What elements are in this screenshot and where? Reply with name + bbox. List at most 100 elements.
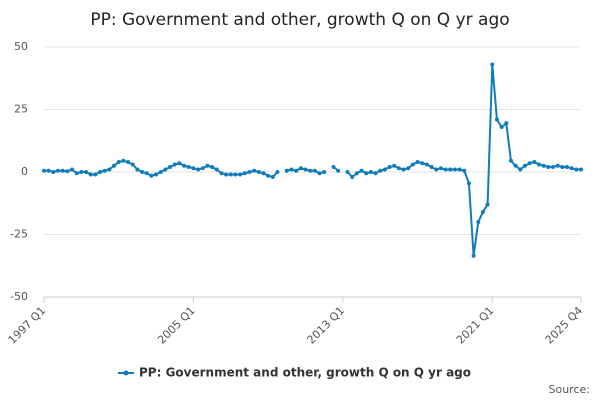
point [378,168,383,173]
point [457,167,462,172]
point [149,173,154,178]
point [126,160,131,164]
point [60,168,65,173]
point [354,171,359,176]
point [364,171,369,176]
point [107,167,112,172]
point [438,166,443,171]
x-tick-label: 2021 Q1 [454,304,497,347]
point [191,166,196,171]
point [270,175,275,179]
point [490,62,495,67]
point [541,163,546,168]
point [518,167,523,172]
point [144,171,149,176]
point [350,175,355,179]
point [214,167,219,172]
point [569,166,574,171]
point [564,165,569,169]
point [219,171,224,176]
point [513,163,518,168]
point [224,172,229,177]
point [396,166,401,171]
point [266,173,271,178]
point [186,165,191,169]
point [294,168,299,173]
point [242,171,247,176]
point [228,172,233,177]
point [527,161,532,166]
point [312,168,317,173]
point [46,168,51,173]
x-tick-label: 2005 Q1 [155,304,198,347]
point [406,166,411,171]
point [331,165,336,169]
chart-title: PP: Government and other, growth Q on Q … [90,10,509,30]
point [130,162,135,167]
source: Source: [549,383,591,396]
point [247,170,252,174]
point [434,167,439,172]
point [93,172,98,177]
point [51,170,56,174]
point [79,170,84,174]
point [522,163,527,168]
point [116,160,121,164]
point [298,166,303,171]
point [121,158,126,163]
point [424,162,429,167]
legend-marker [123,370,129,376]
point [112,163,117,168]
point [172,162,177,167]
point [252,168,257,173]
point [550,165,555,169]
point [275,170,280,174]
point [392,163,397,168]
point [135,167,140,172]
x-tick-label: 1997 Q1 [6,304,49,347]
point [88,172,93,177]
point [476,220,481,224]
point [284,168,289,173]
point [574,167,579,172]
point [546,165,551,169]
point [373,171,378,176]
y-tick-label: 25 [14,103,28,116]
point [387,165,392,169]
point [560,165,565,169]
point [74,171,79,176]
point [415,160,420,164]
point [443,167,448,172]
point [485,202,490,207]
point [555,163,560,168]
point [163,167,168,172]
point [532,160,537,164]
point [196,167,201,172]
y-tick-label: 50 [14,40,28,53]
point [303,167,308,172]
point [256,170,261,174]
point [504,121,509,126]
point [42,168,46,173]
point [494,117,499,122]
point [466,181,471,186]
point [102,168,107,173]
point [158,170,163,174]
point [499,125,504,129]
point [317,171,322,176]
point [154,172,159,177]
point [289,167,294,172]
point [98,170,103,174]
point [368,170,373,174]
point [448,167,453,172]
point [345,170,350,174]
point [65,169,70,174]
y-tick-label: -25 [10,228,28,241]
point [471,253,476,258]
point [322,170,327,174]
point [182,163,187,168]
y-tick-label: -50 [10,290,28,303]
y-tick-label: 0 [21,165,28,178]
point [462,168,467,173]
